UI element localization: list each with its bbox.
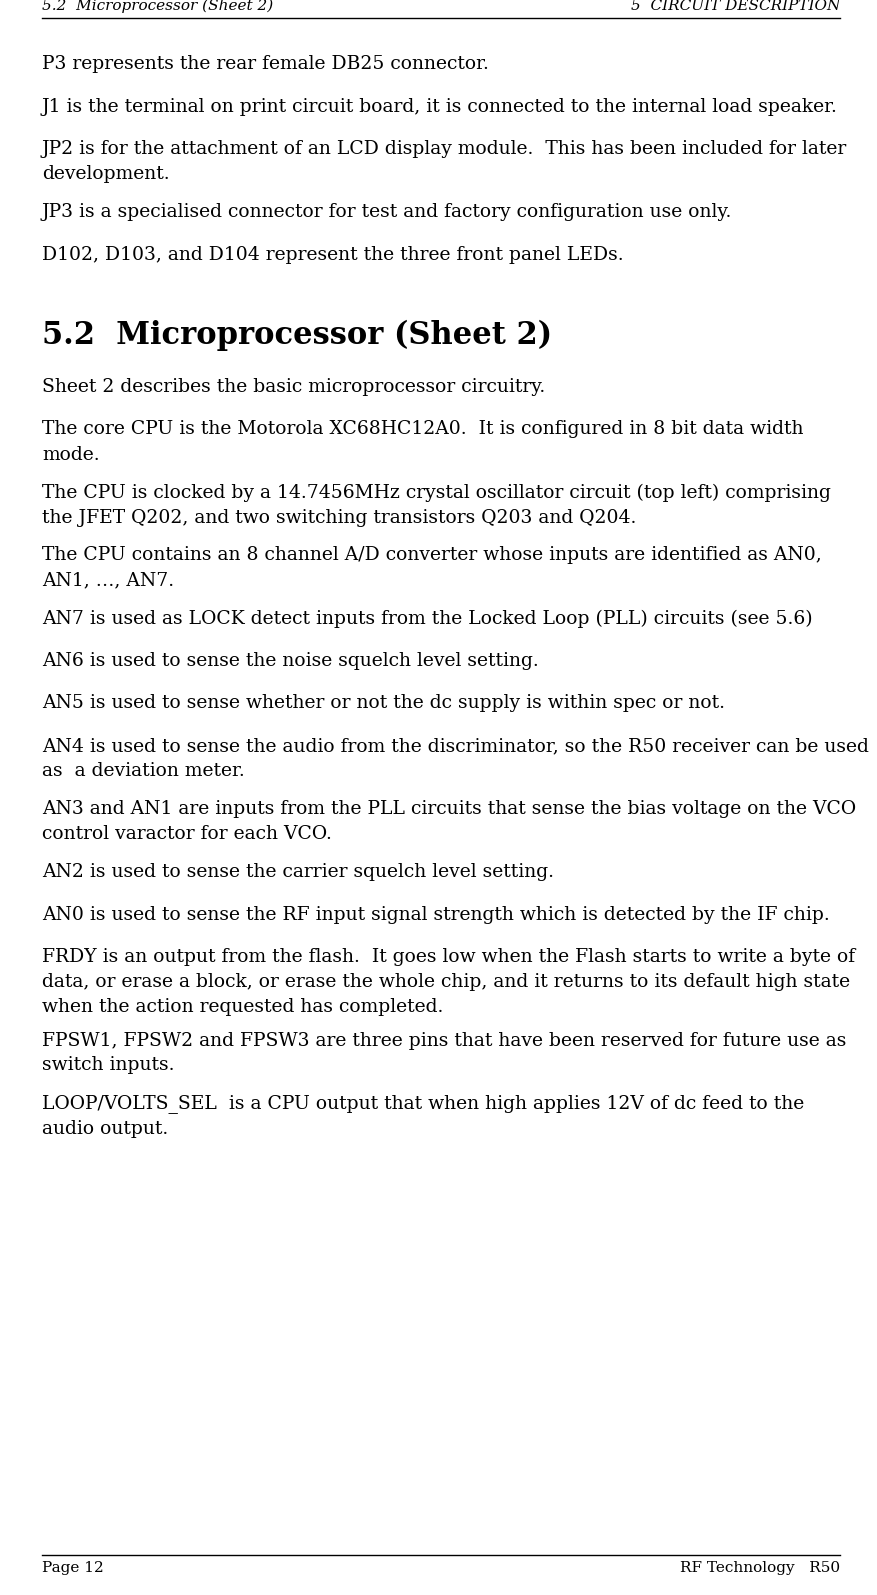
Text: 5.2  Microprocessor (Sheet 2): 5.2 Microprocessor (Sheet 2) [42,0,274,13]
Text: Sheet 2 describes the basic microprocessor circuitry.: Sheet 2 describes the basic microprocess… [42,378,545,396]
Text: AN6 is used to sense the noise squelch level setting.: AN6 is used to sense the noise squelch l… [42,652,538,670]
Text: D102, D103, and D104 represent the three front panel LEDs.: D102, D103, and D104 represent the three… [42,246,624,263]
Text: 5  CIRCUIT DESCRIPTION: 5 CIRCUIT DESCRIPTION [631,0,840,13]
Text: AN3 and AN1 are inputs from the PLL circuits that sense the bias voltage on the : AN3 and AN1 are inputs from the PLL circ… [42,801,856,844]
Text: JP2 is for the attachment of an LCD display module.  This has been included for : JP2 is for the attachment of an LCD disp… [42,140,847,183]
Text: JP3 is a specialised connector for test and factory configuration use only.: JP3 is a specialised connector for test … [42,203,732,222]
Text: RF Technology   R50: RF Technology R50 [680,1562,840,1574]
Text: 5.2  Microprocessor (Sheet 2): 5.2 Microprocessor (Sheet 2) [42,321,553,351]
Text: FPSW1, FPSW2 and FPSW3 are three pins that have been reserved for future use as
: FPSW1, FPSW2 and FPSW3 are three pins th… [42,1032,846,1075]
Text: P3 represents the rear female DB25 connector.: P3 represents the rear female DB25 conne… [42,54,488,73]
Text: The core CPU is the Motorola XC68HC12A0.  It is configured in 8 bit data width
m: The core CPU is the Motorola XC68HC12A0.… [42,421,803,464]
Text: AN4 is used to sense the audio from the discriminator, so the R50 receiver can b: AN4 is used to sense the audio from the … [42,737,869,780]
Text: AN0 is used to sense the RF input signal strength which is detected by the IF ch: AN0 is used to sense the RF input signal… [42,906,830,924]
Text: J1 is the terminal on print circuit board, it is connected to the internal load : J1 is the terminal on print circuit boar… [42,97,838,115]
Text: AN7 is used as LOCK detect inputs from the Locked Loop (PLL) circuits (see 5.6): AN7 is used as LOCK detect inputs from t… [42,609,813,628]
Text: Page 12: Page 12 [42,1562,103,1574]
Text: LOOP/VOLTS_SEL  is a CPU output that when high applies 12V of dc feed to the
aud: LOOP/VOLTS_SEL is a CPU output that when… [42,1094,804,1139]
Text: AN2 is used to sense the carrier squelch level setting.: AN2 is used to sense the carrier squelch… [42,863,554,880]
Text: FRDY is an output from the flash.  It goes low when the Flash starts to write a : FRDY is an output from the flash. It goe… [42,947,855,1016]
Text: The CPU is clocked by a 14.7456MHz crystal oscillator circuit (top left) compris: The CPU is clocked by a 14.7456MHz cryst… [42,483,831,526]
Text: AN5 is used to sense whether or not the dc supply is within spec or not.: AN5 is used to sense whether or not the … [42,694,725,713]
Text: The CPU contains an 8 channel A/D converter whose inputs are identified as AN0,
: The CPU contains an 8 channel A/D conver… [42,547,822,590]
